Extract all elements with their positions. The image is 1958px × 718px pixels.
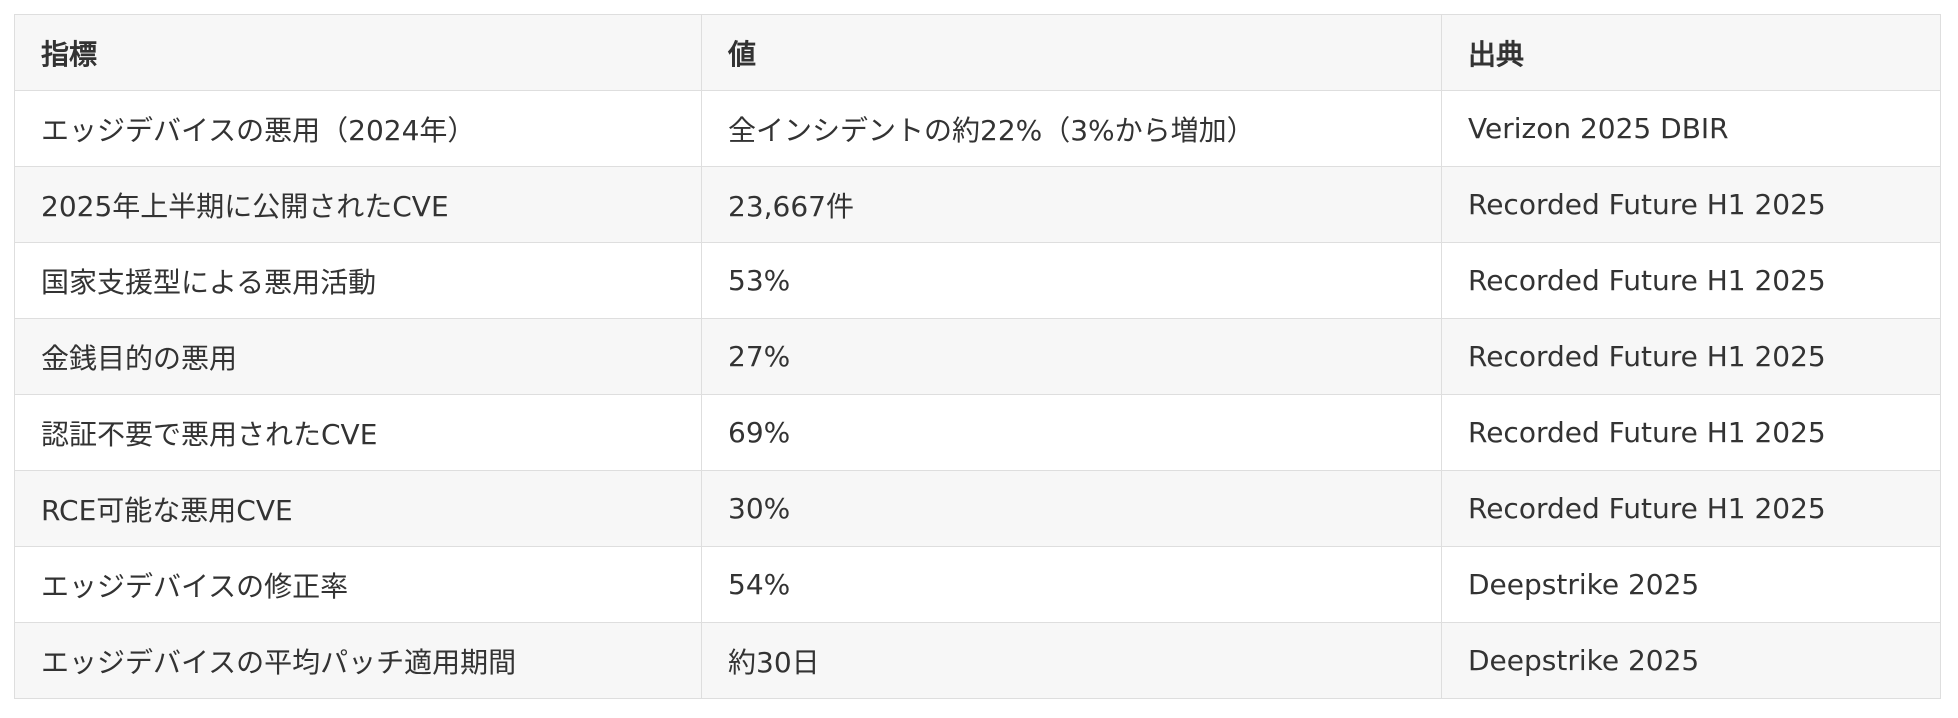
table-cell: Verizon 2025 DBIR: [1441, 90, 1941, 167]
table-row: 2025年上半期に公開されたCVE 23,667件 Recorded Future …: [14, 166, 1941, 243]
table-cell: 54%: [701, 546, 1442, 623]
table-cell: エッジデバイスの平均パッチ適用期間: [14, 622, 702, 699]
table-cell: エッジデバイスの悪用（2024年）: [14, 90, 702, 167]
table-cell: 2025年上半期に公開されたCVE: [14, 166, 702, 243]
table-cell: 23,667件: [701, 166, 1442, 243]
table-body: エッジデバイスの悪用（2024年） 全インシデントの約22%（3%から増加） Ver…: [14, 90, 1941, 699]
header-cell: 出典: [1441, 14, 1941, 91]
table-cell: Recorded Future H1 2025: [1441, 318, 1941, 395]
table-row: エッジデバイスの修正率 54% Deepstrike 2025: [14, 546, 1941, 623]
table-cell: Recorded Future H1 2025: [1441, 470, 1941, 547]
table-cell: 27%: [701, 318, 1442, 395]
table-row: 国家支援型による悪用活動 53% Recorded Future H1 2025: [14, 242, 1941, 319]
table-row: 認証不要で悪用されたCVE 69% Recorded Future H1 2025: [14, 394, 1941, 471]
table-row: エッジデバイスの平均パッチ適用期間 約30日 Deepstrike 2025: [14, 622, 1941, 699]
table-cell: Deepstrike 2025: [1441, 546, 1941, 623]
table-cell: 69%: [701, 394, 1442, 471]
header-cell: 指標: [14, 14, 702, 91]
table-row: RCE可能な悪用CVE 30% Recorded Future H1 2025: [14, 470, 1941, 547]
table-cell: 国家支援型による悪用活動: [14, 242, 702, 319]
table-cell: 30%: [701, 470, 1442, 547]
header-row: 指標値出典: [14, 14, 1941, 91]
table-cell: 53%: [701, 242, 1442, 319]
table-cell: 約30日: [701, 622, 1442, 699]
table-header: 指標値出典: [14, 14, 1941, 91]
table-cell: RCE可能な悪用CVE: [14, 470, 702, 547]
table-cell: Recorded Future H1 2025: [1441, 394, 1941, 471]
table-cell: Deepstrike 2025: [1441, 622, 1941, 699]
table-cell: 全インシデントの約22%（3%から増加）: [701, 90, 1442, 167]
table-cell: エッジデバイスの修正率: [14, 546, 702, 623]
header-cell: 値: [701, 14, 1442, 91]
table-cell: 金銭目的の悪用: [14, 318, 702, 395]
table-row: エッジデバイスの悪用（2024年） 全インシデントの約22%（3%から増加） Ver…: [14, 90, 1941, 167]
table-row: 金銭目的の悪用 27% Recorded Future H1 2025: [14, 318, 1941, 395]
table-cell: Recorded Future H1 2025: [1441, 166, 1941, 243]
table-cell: 認証不要で悪用されたCVE: [14, 394, 702, 471]
data-table: 指標値出典 エッジデバイスの悪用（2024年） 全インシデントの約22%（3%から…: [14, 14, 1941, 699]
table-cell: Recorded Future H1 2025: [1441, 242, 1941, 319]
